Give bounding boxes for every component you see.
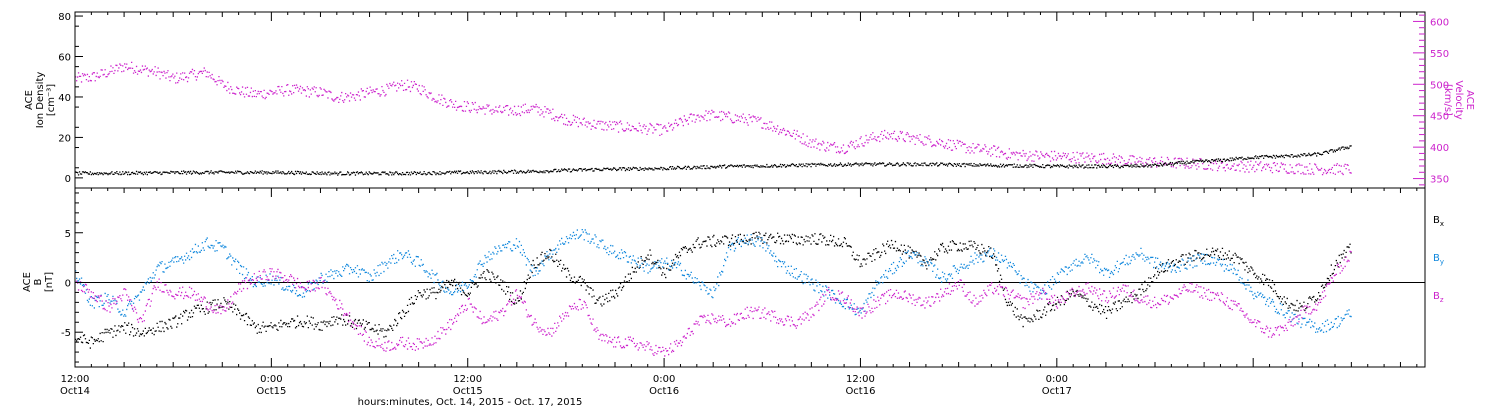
x-tick-day-4: Oct16	[845, 386, 875, 397]
field-tick-label-2: 5	[65, 229, 71, 240]
density-axis: 0 20 40 60 80	[58, 12, 83, 185]
velocity-tick-label-4: 550	[1430, 49, 1449, 60]
velocity-label-line-1: ACE	[1464, 90, 1475, 110]
legend-bx: Bx	[1433, 215, 1444, 228]
density-tick-label-3: 60	[58, 53, 71, 64]
density-points	[75, 145, 1352, 176]
time-axis: 12:00Oct140:00Oct1512:00Oct150:00Oct1612…	[60, 12, 1418, 397]
x-tick-day-5: Oct17	[1042, 386, 1072, 397]
density-tick-label-1: 20	[58, 133, 71, 144]
legend-bx-sub: x	[1440, 220, 1444, 228]
density-axis-label: ACE Ion Density [cm⁻³]	[24, 72, 57, 129]
legend-bx-text: B	[1433, 215, 1440, 226]
field-tick-label-1: 0	[65, 278, 71, 289]
magnetic-panel-frame	[74, 187, 1426, 368]
velocity-tick-label-2: 450	[1430, 112, 1449, 123]
x-tick-time-3: 0:00	[653, 374, 675, 385]
legend-by-sub: y	[1440, 258, 1444, 266]
x-tick-time-1: 0:00	[260, 374, 282, 385]
x-tick-day-3: Oct16	[649, 386, 679, 397]
field-tick-label-0: -5	[61, 328, 71, 339]
x-axis-title: hours:minutes, Oct. 14, 2015 - Oct. 17, …	[358, 397, 583, 408]
density-tick-label-4: 80	[58, 12, 71, 23]
plasma-data-points	[75, 61, 1352, 176]
x-tick-time-5: 0:00	[1046, 374, 1068, 385]
x-tick-time-4: 12:00	[846, 374, 875, 385]
legend-by: By	[1433, 253, 1444, 266]
x-tick-day-0: Oct14	[60, 386, 90, 397]
density-label-line-3: [cm⁻³]	[46, 84, 57, 116]
x-tick-time-0: 12:00	[61, 374, 90, 385]
velocity-label-line-3: [km/s]	[1442, 84, 1453, 116]
density-tick-label-0: 0	[65, 174, 71, 185]
field-label-line-1: ACE	[22, 272, 33, 292]
bz-points	[75, 250, 1352, 357]
legend-by-text: B	[1433, 253, 1440, 264]
velocity-tick-label-1: 400	[1430, 143, 1449, 154]
by-points	[75, 229, 1352, 333]
field-axis-label: ACE B [nT]	[22, 272, 55, 292]
field-axis: -5 0 5	[61, 192, 83, 363]
density-tick-label-2: 40	[58, 93, 71, 104]
velocity-axis-label: ACE Velocity [km/s]	[1442, 80, 1475, 119]
velocity-tick-label-5: 600	[1430, 17, 1449, 28]
x-tick-time-2: 12:00	[453, 374, 482, 385]
legend-bz: Bz	[1433, 291, 1444, 304]
magnetic-data-points	[75, 229, 1352, 357]
magnetic-field-panel: -5 0 5 ACE B [nT] Bx By Bz	[22, 187, 1444, 368]
velocity-axis: 350 400 450 500 550 600	[1413, 14, 1449, 186]
field-label-line-2: B	[33, 278, 44, 285]
legend-bz-sub: z	[1440, 296, 1444, 304]
density-label-line-1: ACE	[24, 90, 35, 110]
x-tick-day-1: Oct15	[256, 386, 286, 397]
velocity-tick-label-0: 350	[1430, 175, 1449, 186]
velocity-tick-label-3: 500	[1430, 80, 1449, 91]
velocity-points	[75, 61, 1352, 176]
bx-points	[75, 231, 1352, 349]
density-label-line-2: Ion Density	[35, 72, 46, 129]
plasma-panel: 0 20 40 60 80 350 400 450 500 550 600 ACE Ion Den…	[24, 11, 1475, 189]
x-tick-day-2: Oct15	[453, 386, 483, 397]
velocity-label-line-2: Velocity	[1453, 80, 1464, 119]
legend: Bx By Bz	[1433, 215, 1444, 304]
field-label-line-3: [nT]	[44, 272, 55, 292]
legend-bz-text: B	[1433, 291, 1440, 302]
